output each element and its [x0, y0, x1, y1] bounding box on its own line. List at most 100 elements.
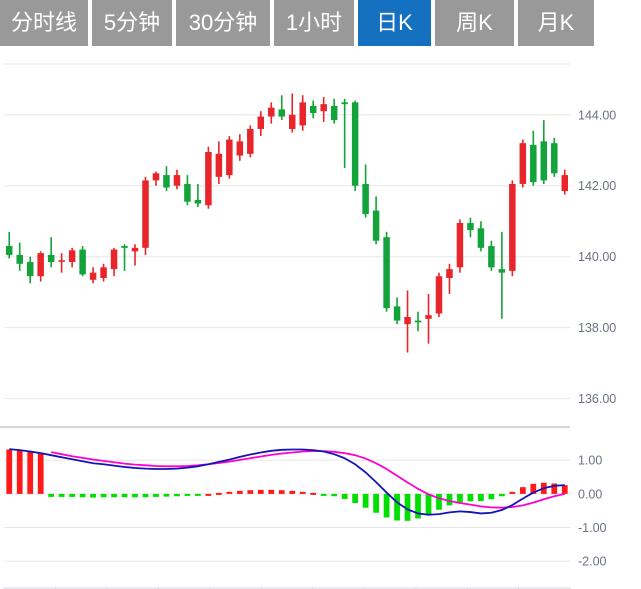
- candlestick: [330, 98, 338, 124]
- candlestick: [551, 137, 558, 177]
- tab-1hour[interactable]: 1小时: [274, 0, 354, 46]
- macd-histogram-bar: [383, 493, 390, 518]
- tab-monthly-k[interactable]: 月K: [518, 0, 594, 46]
- macd-histogram-bar: [257, 489, 264, 494]
- candle-body: [247, 128, 254, 154]
- macd-histogram-bar: [436, 493, 442, 510]
- candlestick: [446, 263, 453, 294]
- candlestick: [540, 120, 548, 184]
- candlestick: [498, 231, 506, 319]
- candle-body: [47, 254, 55, 263]
- macd-gridlines: [4, 459, 570, 562]
- macd-histogram-bar: [341, 493, 348, 499]
- candlestick: [47, 237, 55, 268]
- tab-5min[interactable]: 5分钟: [92, 0, 172, 46]
- candlestick: [257, 111, 265, 137]
- candlestick: [89, 267, 97, 284]
- macd-histogram-bar: [488, 493, 495, 500]
- tab-label: 日K: [376, 10, 413, 35]
- chart-canvas-area: 144.00 142.00 140.00 138.00 136.00 1.00 0.00 -…: [0, 50, 641, 589]
- candle-body: [341, 102, 348, 105]
- candlestick: [58, 253, 65, 273]
- macd-histogram-bar: [69, 493, 76, 497]
- macd-histogram-bar: [278, 490, 285, 494]
- candle-body: [236, 141, 244, 156]
- candlestick: [26, 256, 34, 284]
- candlestick: [372, 196, 380, 245]
- macd-histogram-bar: [509, 491, 516, 494]
- macd-histogram-bar: [352, 493, 359, 503]
- candle-body: [26, 262, 34, 277]
- macd-histogram-bar: [467, 493, 474, 502]
- macd-histogram-bar: [519, 487, 526, 494]
- candle-body: [393, 306, 401, 321]
- tab-30min[interactable]: 30分钟: [176, 0, 270, 46]
- candle-body: [173, 175, 181, 186]
- candlestick: [309, 100, 317, 119]
- macd-histogram-bar: [16, 450, 23, 494]
- candle-body: [16, 254, 23, 264]
- candle-body: [414, 320, 422, 323]
- candle-body: [351, 102, 359, 186]
- candlestick: [362, 164, 369, 218]
- candlestick: [100, 263, 107, 282]
- candlestick: [152, 171, 160, 186]
- candlestick: [37, 251, 44, 282]
- macd-histogram-bar: [226, 491, 233, 494]
- macd-dif-line: [9, 448, 565, 516]
- candlestick: [5, 231, 13, 259]
- tab-minute-line[interactable]: 分时线: [0, 0, 88, 46]
- macd-histogram-bar: [247, 490, 254, 494]
- macd-histogram-bar: [121, 493, 128, 498]
- candle-body: [498, 269, 506, 273]
- macd-tick-label: -1.00: [578, 521, 607, 535]
- candle-body: [362, 183, 369, 215]
- tab-label: 月K: [537, 10, 575, 35]
- price-axis-labels: 144.00 142.00 140.00 138.00 136.00: [578, 108, 616, 406]
- candlestick: [194, 183, 202, 208]
- macd-histogram-bar: [27, 451, 34, 494]
- candle-body: [278, 109, 286, 117]
- candle-body: [268, 107, 275, 117]
- macd-histogram: [6, 449, 568, 521]
- macd-histogram-bar: [111, 493, 117, 498]
- macd-histogram-bar: [457, 493, 463, 503]
- candlestick: [121, 244, 128, 271]
- candlestick: [561, 169, 569, 195]
- candle-body: [320, 104, 327, 112]
- candle-body: [540, 141, 548, 181]
- candle-body: [425, 315, 432, 319]
- candlestick: [435, 272, 443, 318]
- candle-body: [551, 143, 558, 174]
- candle-body: [519, 143, 527, 184]
- candle-body: [509, 183, 516, 271]
- candle-body: [184, 183, 191, 202]
- candlestick: [341, 98, 348, 168]
- macd-histogram-bar: [6, 449, 13, 494]
- candlestick: [425, 293, 432, 344]
- candlestick: [477, 221, 485, 252]
- candlestick: [184, 175, 191, 206]
- period-tab-bar[interactable]: 分时线 5分钟 30分钟 1小时 日K 周K 月K: [0, 0, 641, 50]
- macd-histogram-bar: [236, 490, 243, 494]
- candlestick: [236, 134, 244, 161]
- tab-daily-k[interactable]: 日K: [358, 0, 431, 46]
- candle-body: [456, 222, 464, 268]
- candlestick: [131, 244, 139, 266]
- macd-histogram-bar: [446, 493, 453, 506]
- candle-body: [561, 175, 569, 192]
- candle-body: [5, 246, 13, 255]
- tab-label: 5分钟: [103, 10, 161, 35]
- macd-histogram-bar: [37, 452, 44, 494]
- candlestick: [351, 100, 359, 192]
- candle-body: [383, 237, 390, 309]
- candlestick-series: [5, 93, 569, 353]
- tab-weekly-k[interactable]: 周K: [435, 0, 514, 46]
- macd-tick-label: 1.00: [578, 454, 602, 468]
- price-tick-label: 144.00: [578, 108, 616, 122]
- macd-histogram-bar: [195, 493, 201, 496]
- candle-body: [477, 228, 485, 248]
- macd-tick-label: -2.00: [578, 555, 607, 569]
- macd-histogram-bar: [561, 485, 568, 494]
- price-tick-label: 136.00: [578, 392, 616, 406]
